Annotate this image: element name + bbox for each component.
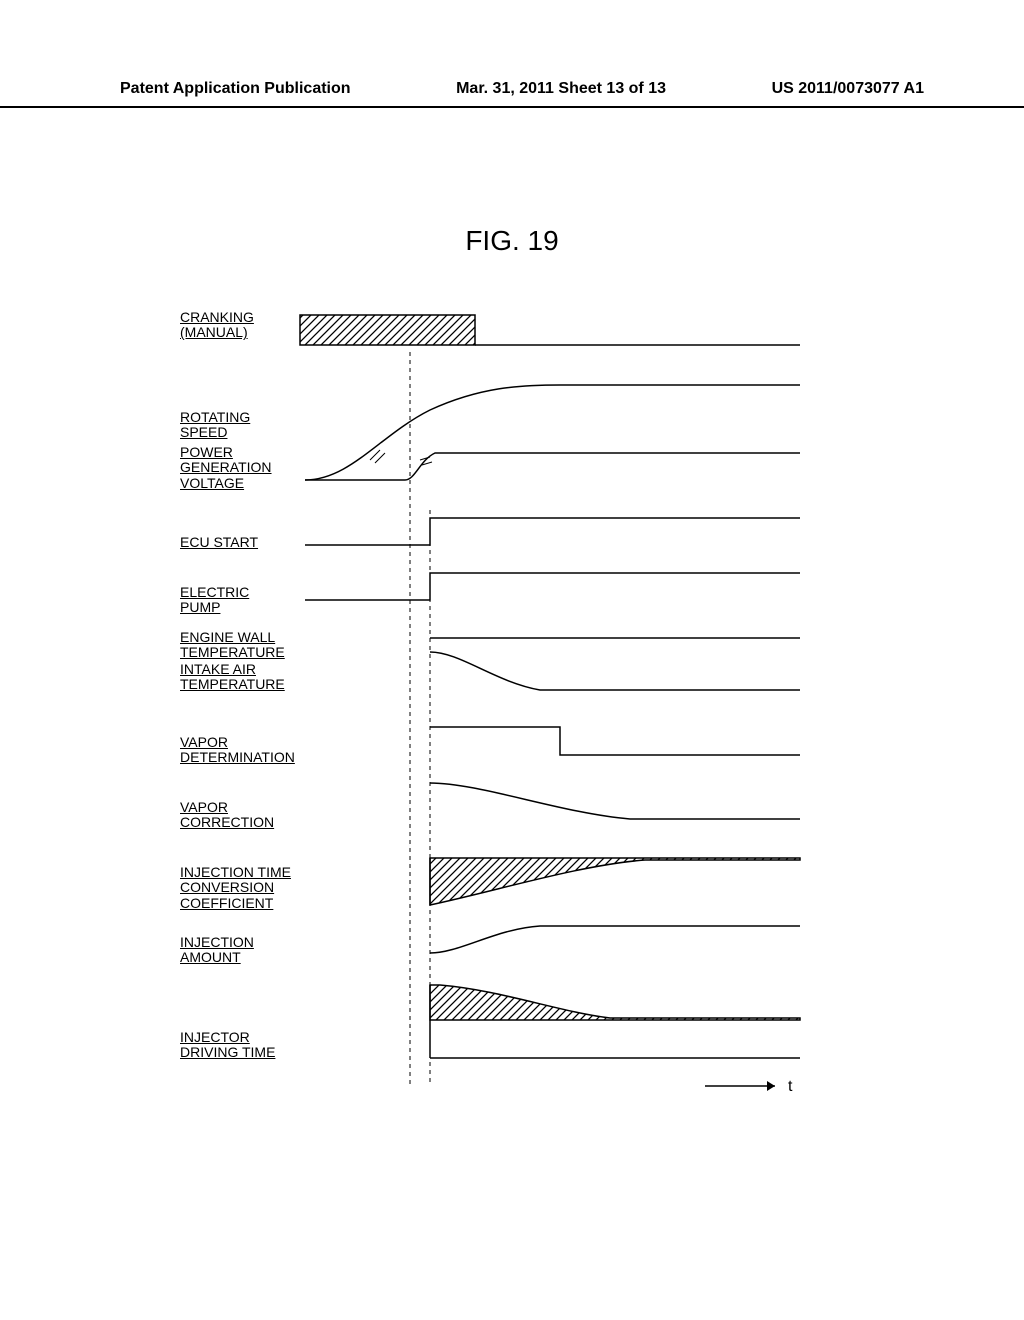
label-inj-amount: INJECTION AMOUNT xyxy=(180,935,254,966)
header-right: US 2011/0073077 A1 xyxy=(772,80,924,98)
label-electric-pump: ELECTRIC PUMP xyxy=(180,585,249,616)
guide-lines xyxy=(300,310,800,1100)
label-intake-air-temp: INTAKE AIR TEMPERATURE xyxy=(180,662,285,693)
header-left: Patent Application Publication xyxy=(120,80,351,98)
label-cranking: CRANKING (MANUAL) xyxy=(180,310,254,341)
label-inj-time-coeff: INJECTION TIME CONVERSION COEFFICIENT xyxy=(180,865,291,911)
page-header: Patent Application Publication Mar. 31, … xyxy=(0,80,1024,108)
label-vapor-correction: VAPOR CORRECTION xyxy=(180,800,274,831)
label-inj-driving-time: INJECTOR DRIVING TIME xyxy=(180,1030,275,1061)
header-middle: Mar. 31, 2011 Sheet 13 of 13 xyxy=(456,80,666,98)
label-rotating-speed: ROTATING SPEED xyxy=(180,410,250,441)
label-vapor-determination: VAPOR DETERMINATION xyxy=(180,735,295,766)
time-axis-label: t xyxy=(788,1078,793,1095)
label-engine-wall-temp: ENGINE WALL TEMPERATURE xyxy=(180,630,285,661)
label-ecu-start: ECU START xyxy=(180,535,258,550)
time-axis-arrow: t xyxy=(700,1075,810,1097)
figure-title: FIG. 19 xyxy=(465,225,558,257)
label-power-gen-voltage: POWER GENERATION VOLTAGE xyxy=(180,445,272,491)
